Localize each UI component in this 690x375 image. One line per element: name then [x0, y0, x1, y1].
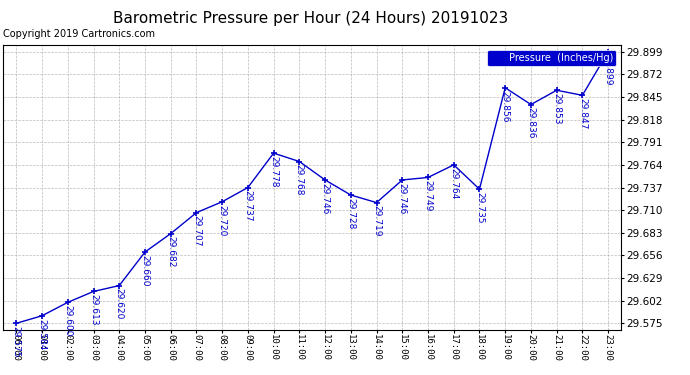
Text: 29.600: 29.600 — [63, 305, 72, 337]
Text: 29.737: 29.737 — [244, 190, 253, 222]
Text: 29.728: 29.728 — [346, 198, 355, 229]
Text: 29.707: 29.707 — [192, 215, 201, 247]
Text: 29.746: 29.746 — [321, 183, 330, 214]
Text: 29.584: 29.584 — [37, 318, 46, 350]
Text: 29.735: 29.735 — [475, 192, 484, 224]
Text: 29.749: 29.749 — [424, 180, 433, 212]
Text: 29.719: 29.719 — [372, 206, 381, 237]
Text: 29.764: 29.764 — [449, 168, 458, 199]
Text: 29.746: 29.746 — [397, 183, 407, 214]
Text: 29.899: 29.899 — [604, 54, 613, 86]
Text: 29.620: 29.620 — [115, 288, 124, 320]
Text: 29.853: 29.853 — [552, 93, 561, 124]
Text: 29.575: 29.575 — [12, 326, 21, 358]
Text: Barometric Pressure per Hour (24 Hours) 20191023: Barometric Pressure per Hour (24 Hours) … — [113, 11, 508, 26]
Text: 29.778: 29.778 — [269, 156, 278, 188]
Text: 29.847: 29.847 — [578, 98, 587, 129]
Text: 29.613: 29.613 — [89, 294, 98, 326]
Text: Copyright 2019 Cartronics.com: Copyright 2019 Cartronics.com — [3, 29, 155, 39]
Text: 29.768: 29.768 — [295, 164, 304, 196]
Text: 29.660: 29.660 — [141, 255, 150, 286]
Text: 29.682: 29.682 — [166, 236, 175, 268]
Text: 29.856: 29.856 — [501, 90, 510, 122]
Text: 29.836: 29.836 — [526, 107, 535, 139]
Text: 29.720: 29.720 — [217, 204, 227, 236]
Legend: Pressure  (Inches/Hg): Pressure (Inches/Hg) — [487, 50, 616, 66]
